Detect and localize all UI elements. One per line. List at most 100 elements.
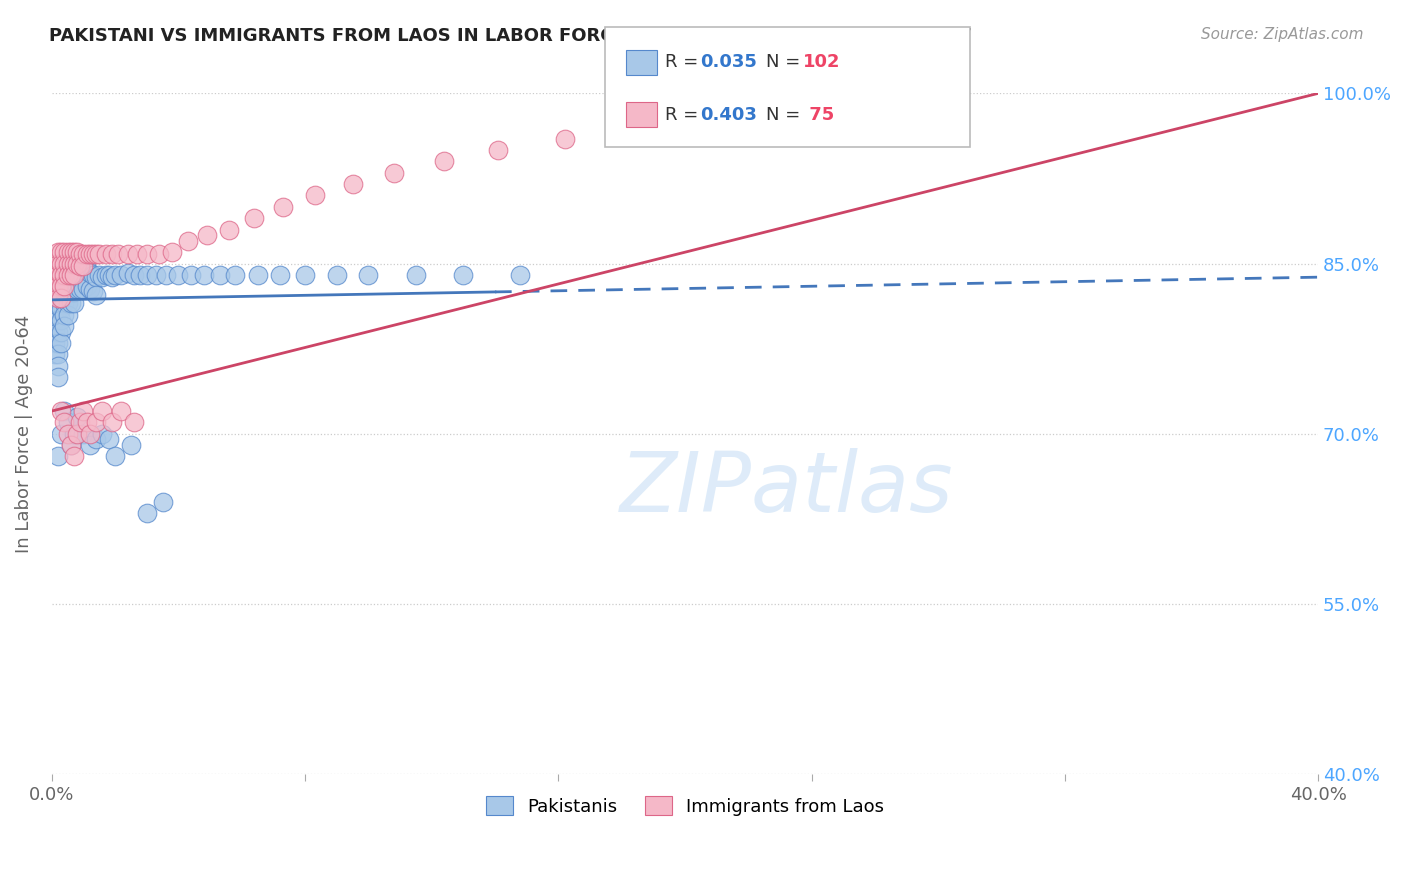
Point: [72, 281, 94, 295]
Point: [91, 270, 114, 285]
Point: [59, 438, 82, 452]
Point: [44, 279, 66, 293]
Point: [120, 438, 142, 452]
Point: [56, 296, 79, 310]
Point: [117, 266, 139, 280]
Point: [66, 270, 89, 285]
Point: [56, 256, 79, 270]
Point: [46, 325, 69, 339]
Point: [53, 318, 76, 333]
Point: [101, 270, 124, 285]
Point: [56, 416, 79, 430]
Point: [51, 279, 73, 293]
Point: [224, 268, 246, 282]
Point: [53, 274, 76, 288]
Point: [79, 247, 101, 261]
Point: [271, 200, 294, 214]
Point: [46, 256, 69, 270]
Point: [325, 268, 347, 282]
Point: [66, 409, 89, 424]
Point: [51, 245, 73, 260]
Point: [714, 109, 737, 123]
Point: [53, 279, 76, 293]
Point: [101, 416, 124, 430]
Point: [53, 285, 76, 299]
Point: [76, 247, 98, 261]
Point: [46, 268, 69, 282]
Point: [626, 120, 648, 135]
Point: [155, 268, 177, 282]
Point: [433, 154, 456, 169]
Point: [63, 450, 86, 464]
Point: [79, 281, 101, 295]
Point: [69, 270, 91, 285]
Point: [91, 426, 114, 441]
Point: [104, 450, 127, 464]
Text: 102: 102: [803, 54, 841, 71]
Point: [46, 450, 69, 464]
Point: [59, 262, 82, 277]
Point: [51, 279, 73, 293]
Point: [53, 245, 76, 260]
Point: [53, 416, 76, 430]
Point: [56, 268, 79, 282]
Point: [51, 313, 73, 327]
Point: [180, 268, 202, 282]
Point: [72, 426, 94, 441]
Point: [453, 268, 475, 282]
Point: [59, 256, 82, 270]
Point: [66, 259, 89, 273]
Point: [63, 262, 86, 277]
Point: [243, 211, 266, 226]
Point: [53, 262, 76, 277]
Point: [79, 426, 101, 441]
Point: [129, 268, 152, 282]
Point: [135, 247, 157, 261]
Point: [509, 268, 531, 282]
Point: [294, 268, 316, 282]
Point: [69, 259, 91, 273]
Point: [69, 281, 91, 295]
Point: [53, 296, 76, 310]
Point: [56, 245, 79, 260]
Point: [167, 268, 190, 282]
Point: [53, 404, 76, 418]
Point: [160, 245, 183, 260]
Point: [56, 285, 79, 299]
Point: [51, 268, 73, 282]
Point: [46, 268, 69, 282]
Point: [63, 296, 86, 310]
Point: [76, 262, 98, 277]
Point: [53, 256, 76, 270]
Point: [56, 426, 79, 441]
Point: [69, 247, 91, 261]
Point: [177, 234, 200, 248]
Point: [44, 268, 66, 282]
Text: R =: R =: [665, 106, 704, 124]
Point: [89, 247, 111, 261]
Point: [51, 301, 73, 316]
Point: [63, 245, 86, 260]
Point: [51, 325, 73, 339]
Point: [94, 247, 117, 261]
Point: [51, 336, 73, 351]
Point: [46, 291, 69, 305]
Point: [84, 416, 107, 430]
Point: [208, 268, 231, 282]
Point: [382, 166, 405, 180]
Point: [936, 97, 959, 112]
Point: [195, 228, 218, 243]
Point: [148, 247, 170, 261]
Point: [66, 245, 89, 260]
Point: [46, 279, 69, 293]
Point: [69, 259, 91, 273]
Point: [63, 285, 86, 299]
Point: [122, 416, 145, 430]
Point: [104, 268, 127, 282]
Point: [218, 222, 240, 236]
Point: [82, 284, 104, 298]
Point: [145, 268, 167, 282]
Text: Source: ZipAtlas.com: Source: ZipAtlas.com: [1201, 27, 1364, 42]
Point: [135, 506, 157, 520]
Point: [101, 247, 124, 261]
